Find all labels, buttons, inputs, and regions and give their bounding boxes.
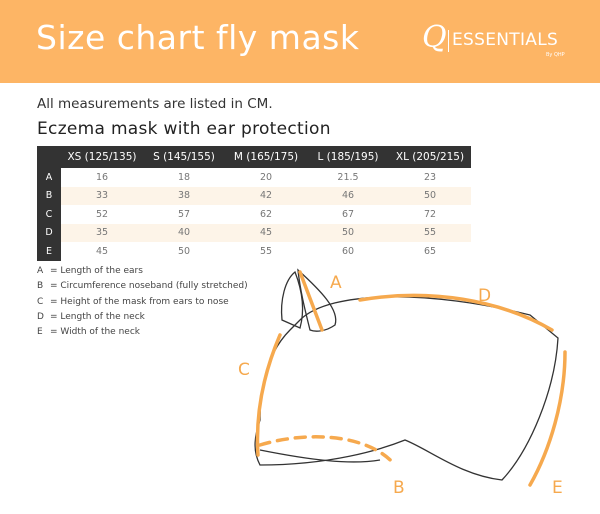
legend-text: = Width of the neck (50, 327, 140, 338)
legend-key: E (37, 327, 43, 338)
measurement-note: All measurements are listed in CM. (37, 96, 273, 112)
column-header: XL (205/215) (389, 146, 471, 168)
table-cell: 62 (259, 208, 273, 220)
table-cell: 16 (95, 171, 109, 183)
header-banner: Size chart fly mask Q ESSENTIALS By QHP (0, 0, 600, 83)
horse-mask-diagram (254, 268, 567, 487)
row-label: E (37, 242, 61, 261)
table-cell: 45 (95, 245, 109, 257)
legend-key: A (37, 266, 44, 276)
table-cell: 46 (307, 186, 389, 205)
measure-d (358, 293, 554, 332)
table-cell: 50 (389, 186, 471, 205)
column-header: S (145/155) (143, 146, 225, 168)
table-cell: 40 (143, 223, 225, 242)
table-row: A 16 18 20 21.5 23 (37, 168, 471, 187)
table-cell: 45 (225, 223, 307, 242)
legend-item: D = Length of the neck (37, 310, 248, 325)
measure-c (255, 333, 282, 457)
legend-text: = Circumference noseband (fully stretche… (50, 281, 248, 292)
size-table: XS (125/135) S (145/155) M (165/175) L (185… (37, 146, 471, 261)
table-cell: 42 (225, 186, 307, 205)
table-header: XS (125/135) S (145/155) M (165/175) L (185… (37, 146, 471, 168)
table-cell: 55 (389, 223, 471, 242)
label-b: B (393, 478, 405, 498)
row-label: B (37, 186, 61, 205)
legend-item: A = Length of the ears (37, 264, 248, 279)
table-cell: 33 (61, 186, 143, 205)
table-cell: 55 (259, 245, 273, 257)
corner-cell (37, 146, 61, 168)
section-title: Eczema mask with ear protection (37, 119, 331, 139)
column-header: XS (125/135) (61, 146, 143, 168)
table-cell: 35 (61, 223, 143, 242)
table-cell: 20 (259, 171, 273, 183)
table-cell: 52 (95, 208, 109, 220)
table-cell: 21.5 (337, 171, 359, 183)
table-cell: 60 (341, 245, 355, 257)
legend-key: C (37, 296, 44, 307)
legend-key: D (37, 311, 44, 322)
column-header: L (185/195) (307, 146, 389, 168)
table-row: D 35 40 45 50 55 (37, 223, 471, 242)
table-cell: 72 (423, 208, 437, 220)
label-e: E (552, 478, 563, 498)
table-cell: 50 (307, 223, 389, 242)
table-cell: 65 (423, 245, 437, 257)
measure-e (528, 350, 567, 487)
table-cell: 23 (423, 171, 437, 183)
ear-left (280, 270, 304, 329)
table-cell: 18 (177, 171, 191, 183)
page-title: Size chart fly mask (36, 18, 360, 57)
legend-item: E = Width of the neck (37, 325, 248, 340)
table-cell: 57 (177, 208, 191, 220)
measure-b (258, 435, 397, 467)
legend-item: B = Circumference noseband (fully stretch… (37, 279, 248, 294)
table-cell: 38 (143, 186, 225, 205)
table-cell: 67 (341, 208, 355, 220)
measure-a (298, 270, 324, 332)
table-row: C 52 57 62 67 72 (37, 205, 471, 224)
column-header: M (165/175) (225, 146, 307, 168)
label-c: C (238, 360, 250, 380)
table-cell: 50 (177, 245, 191, 257)
row-label: C (37, 205, 61, 224)
legend-text: = Length of the ears (50, 266, 143, 276)
label-a: A (330, 273, 342, 293)
table-row: E 45 50 55 60 65 (37, 242, 471, 261)
legend-key: B (37, 281, 44, 292)
measurement-legend: A = Length of the ears B = Circumference no… (37, 264, 248, 340)
legend-text: = Height of the mask from ears to nose (50, 296, 229, 307)
table-row: B 33 38 42 46 50 (37, 186, 471, 205)
row-label: D (37, 223, 61, 242)
legend-text: = Length of the neck (50, 311, 145, 322)
label-d: D (478, 286, 492, 306)
legend-item: C = Height of the mask from ears to nose (37, 295, 248, 310)
row-label: A (37, 168, 61, 187)
